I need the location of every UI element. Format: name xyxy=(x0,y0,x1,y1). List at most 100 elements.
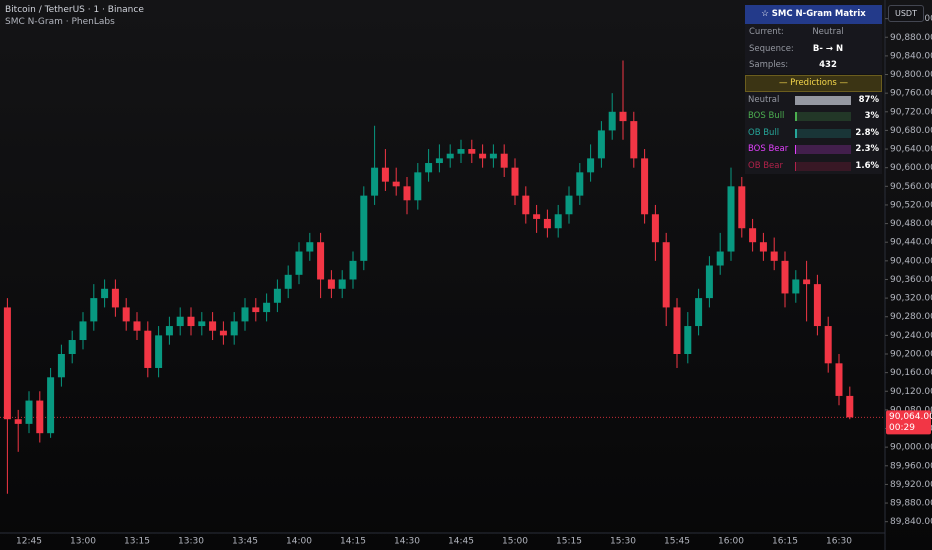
y-tick-label: 89,840.00 xyxy=(890,517,932,527)
prediction-value: 87% xyxy=(858,94,879,105)
candle-body xyxy=(511,167,519,196)
candle-body xyxy=(673,307,681,354)
candle-body xyxy=(749,228,757,243)
y-tick-label: 90,680.00 xyxy=(890,126,932,136)
y-tick-label: 90,360.00 xyxy=(890,275,932,285)
y-tick-label: 90,120.00 xyxy=(890,387,932,397)
candle-body xyxy=(198,321,206,327)
candle-body xyxy=(716,251,724,266)
x-tick-label: 15:15 xyxy=(556,537,582,547)
x-tick-label: 16:15 xyxy=(772,537,798,547)
x-tick-label: 15:30 xyxy=(610,537,636,547)
x-tick-label: 14:45 xyxy=(448,537,474,547)
y-tick-label: 90,520.00 xyxy=(890,200,932,210)
candle-body xyxy=(306,242,314,252)
candle-body xyxy=(781,260,789,294)
y-tick-label: 90,600.00 xyxy=(890,163,932,173)
prediction-value: 3% xyxy=(864,111,879,121)
candle-body xyxy=(824,326,832,364)
prediction-bar xyxy=(795,128,797,138)
candle-body xyxy=(759,242,767,252)
y-tick-label: 90,160.00 xyxy=(890,368,932,378)
candle-body xyxy=(209,321,217,331)
candle-body xyxy=(846,395,854,418)
prediction-value: 2.3% xyxy=(855,144,879,154)
y-tick-label: 90,760.00 xyxy=(890,89,932,99)
candle-body xyxy=(576,172,584,196)
candle-body xyxy=(133,321,141,331)
y-tick-label: 90,880.00 xyxy=(890,33,932,43)
candle-body xyxy=(338,279,346,289)
indicator-title[interactable]: SMC N-Gram · PhenLabs xyxy=(5,17,115,27)
candle-body xyxy=(273,288,281,303)
candle-body xyxy=(813,284,821,327)
candle-body xyxy=(619,111,627,122)
candle-body xyxy=(641,158,649,215)
prediction-bar xyxy=(795,145,797,154)
y-tick-label: 90,240.00 xyxy=(890,331,932,341)
prediction-row: BOS Bull 3% xyxy=(745,108,882,125)
x-tick-label: 16:00 xyxy=(718,537,744,547)
candle-body xyxy=(241,307,249,322)
panel-row: Samples: 432 xyxy=(745,57,882,74)
candle-body xyxy=(381,167,389,182)
x-tick-label: 14:00 xyxy=(286,537,312,547)
candle-body xyxy=(543,218,551,229)
candle-body xyxy=(630,121,638,159)
candle-body xyxy=(122,307,130,322)
candle-body xyxy=(36,400,44,434)
x-tick-label: 15:00 xyxy=(502,537,528,547)
candle-body xyxy=(662,242,670,308)
candle-body xyxy=(317,242,325,280)
candle-body xyxy=(533,214,541,219)
y-tick-label: 90,800.00 xyxy=(890,70,932,80)
candle-body xyxy=(176,316,184,327)
candle-body xyxy=(414,172,422,201)
currency-button[interactable]: USDT xyxy=(888,5,924,22)
y-tick-label: 90,440.00 xyxy=(890,238,932,248)
x-tick-label: 14:15 xyxy=(340,537,366,547)
predictions-title: — Predictions — xyxy=(745,74,882,92)
row-label: Current: xyxy=(749,27,784,37)
prediction-bar xyxy=(795,112,797,121)
y-tick-label: 90,560.00 xyxy=(890,182,932,192)
candle-body xyxy=(587,158,595,173)
candle-body xyxy=(727,186,735,252)
y-tick-label: 90,480.00 xyxy=(890,219,932,229)
y-tick-label: 90,320.00 xyxy=(890,294,932,304)
candle-body xyxy=(187,316,195,327)
x-tick-label: 13:15 xyxy=(124,537,150,547)
candle-body xyxy=(360,195,368,261)
row-label: Sequence: xyxy=(749,43,794,54)
prediction-bar xyxy=(795,95,851,105)
candle-body xyxy=(695,298,703,327)
candle-body xyxy=(479,153,487,159)
row-label: Samples: xyxy=(749,60,789,70)
candle-body xyxy=(155,335,163,368)
y-tick-label: 90,200.00 xyxy=(890,350,932,360)
candle-body xyxy=(435,158,443,164)
candle-body xyxy=(608,111,616,131)
panel-row: Sequence: B- → N xyxy=(745,40,882,57)
prediction-bar xyxy=(795,161,797,171)
y-tick-label: 90,000.00 xyxy=(890,443,932,453)
prediction-track xyxy=(795,161,851,171)
candle-body xyxy=(738,186,746,229)
matrix-panel: ☆ SMC N-Gram Matrix Current: Neutral Seque… xyxy=(745,5,882,174)
prediction-value: 2.8% xyxy=(855,127,879,138)
candle-body xyxy=(554,214,562,229)
x-tick-label: 14:30 xyxy=(394,537,420,547)
prediction-row: Neutral 87% xyxy=(745,91,882,108)
prediction-track xyxy=(795,145,851,154)
candle-body xyxy=(252,307,260,313)
row-value: B- → N xyxy=(812,43,844,54)
candle-body xyxy=(446,153,454,159)
y-tick-label: 89,920.00 xyxy=(890,480,932,490)
prediction-name: OB Bear xyxy=(748,160,783,171)
candle-body xyxy=(522,195,530,215)
prediction-row: OB Bear 1.6% xyxy=(745,157,882,174)
candle-body xyxy=(101,288,109,299)
symbol-title[interactable]: Bitcoin / TetherUS · 1 · Binance xyxy=(5,5,144,15)
